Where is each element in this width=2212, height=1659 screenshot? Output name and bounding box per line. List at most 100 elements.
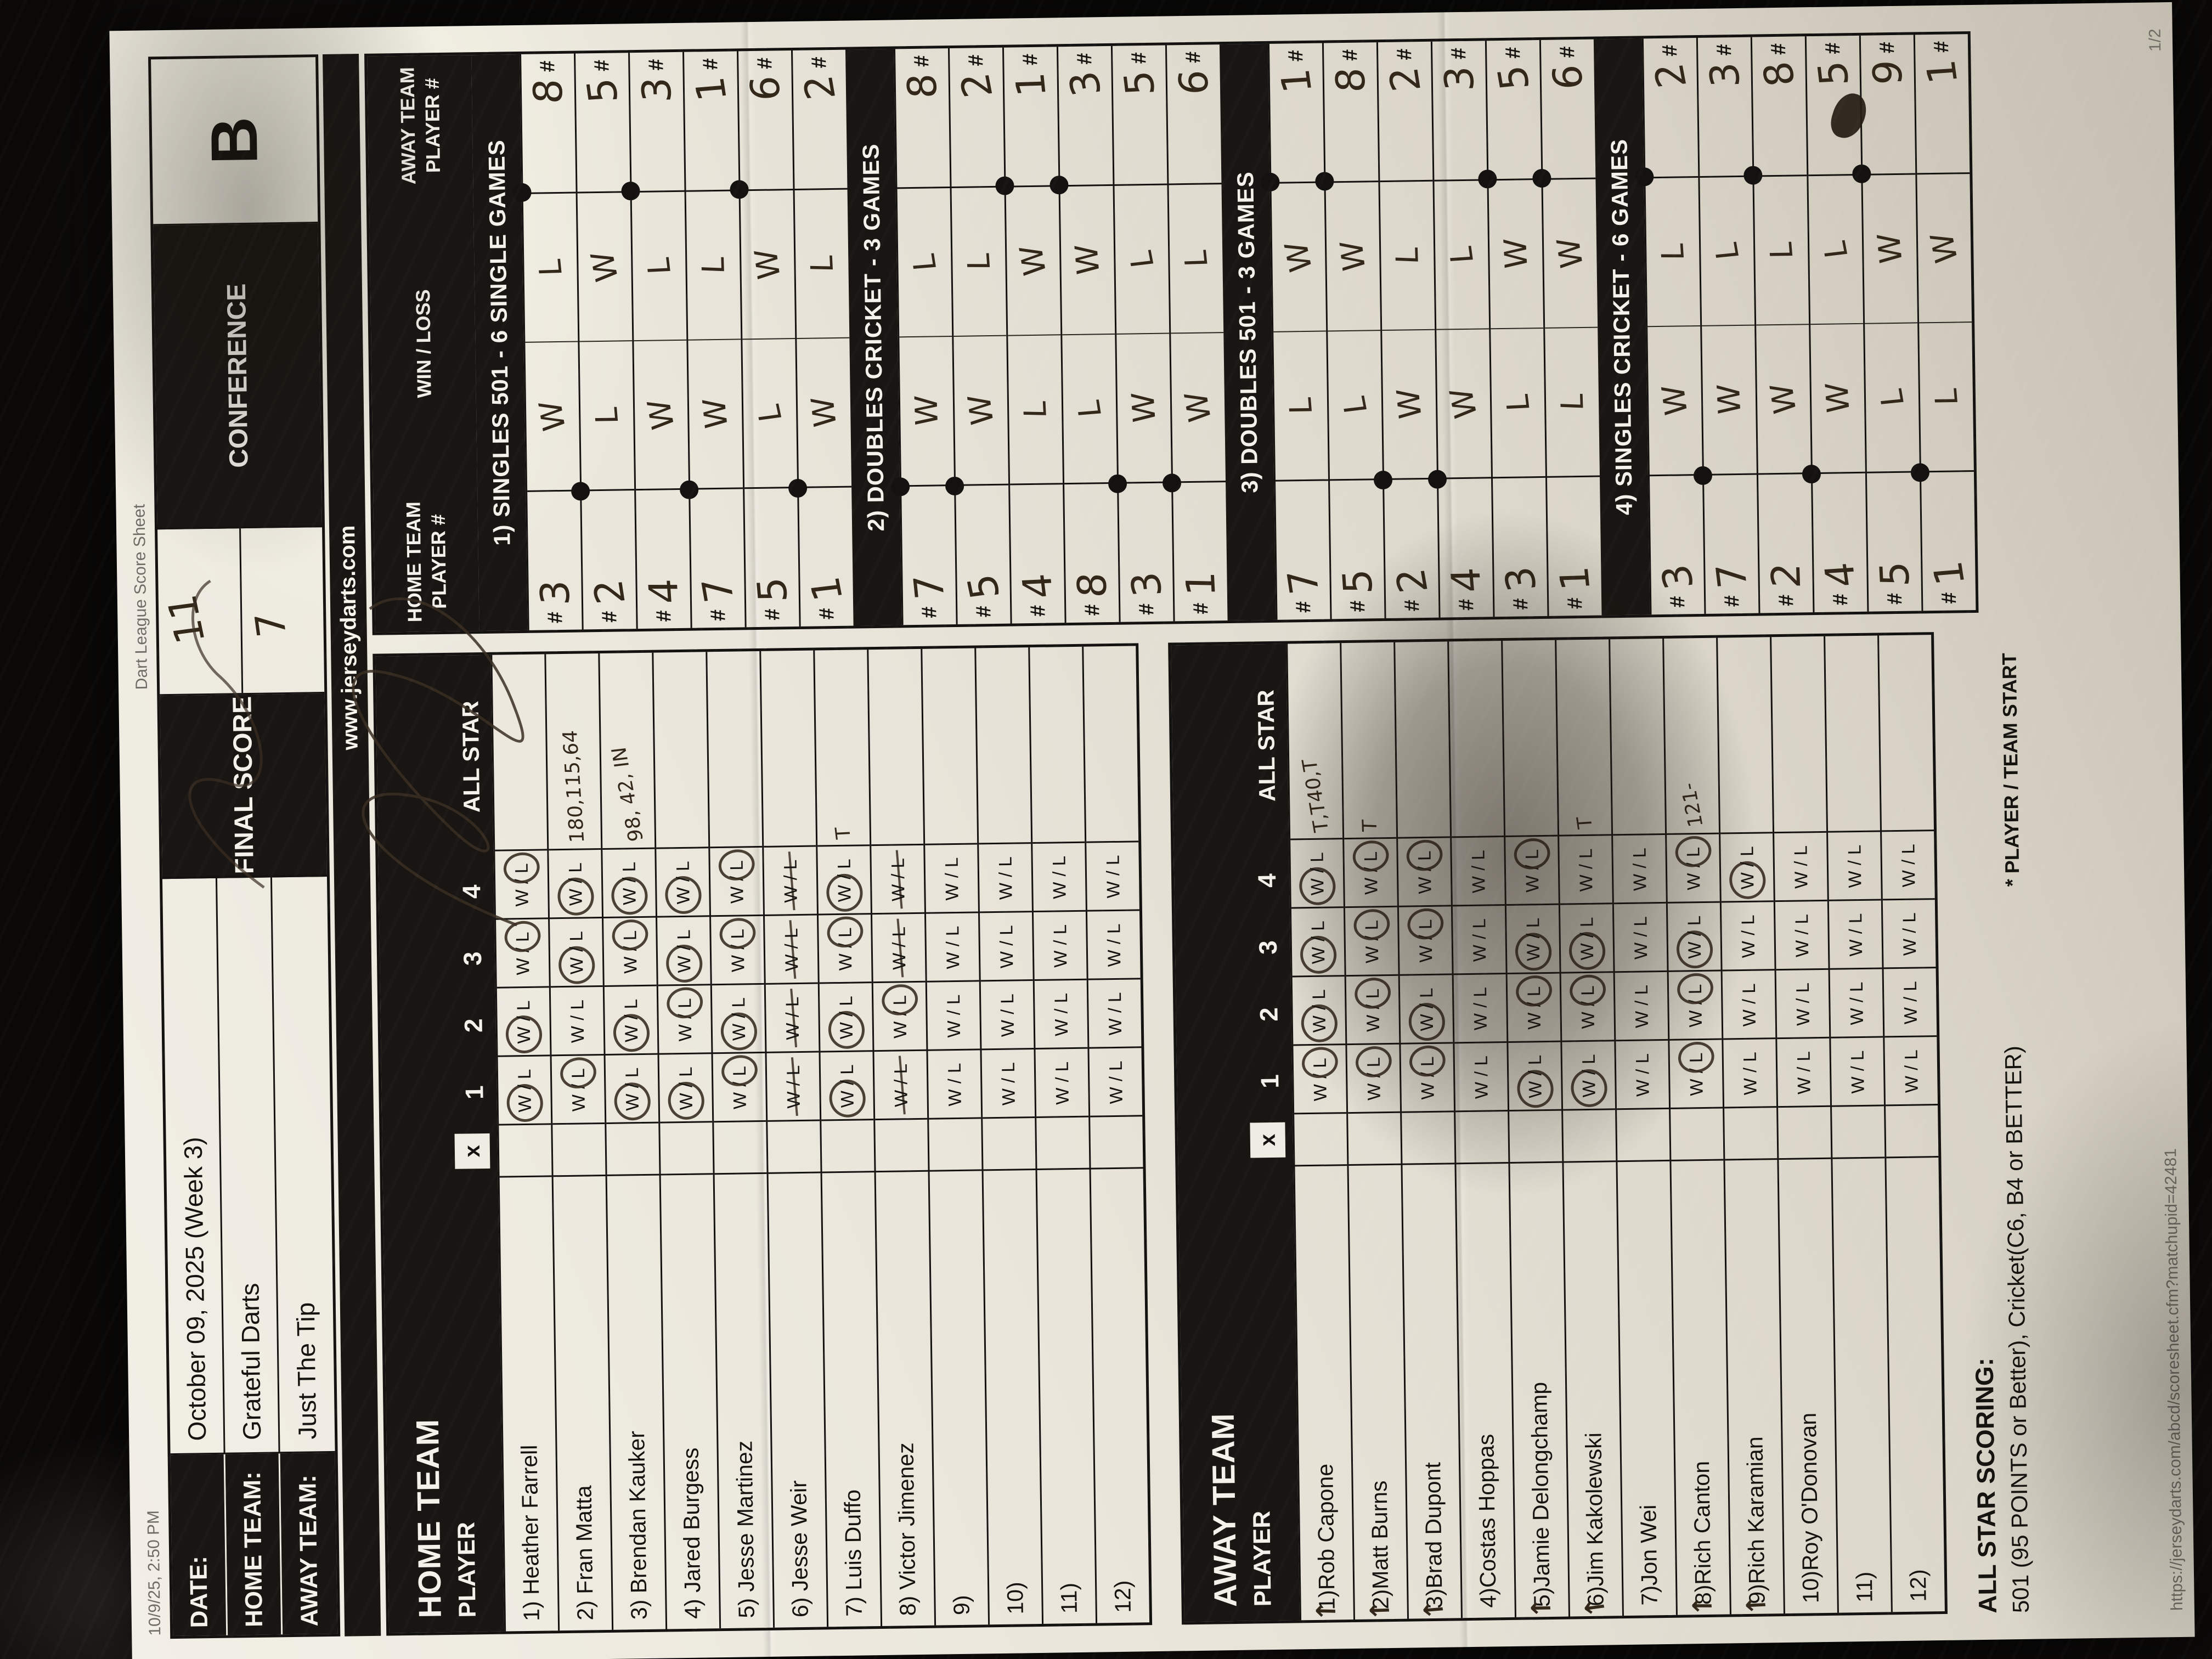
home-x-cell [660, 1121, 713, 1174]
wl-win-letter: W [1415, 944, 1436, 963]
wl-slash: / [887, 872, 908, 879]
home-result-letter: L [1872, 387, 1912, 408]
game-row: #5 L W 8 # [1315, 42, 1385, 619]
wl-win-letter: W [727, 1020, 751, 1043]
away-player-number-cell: 8 # [895, 48, 950, 189]
conference-label: CONFERENCE [153, 223, 323, 530]
wl-loss-letter: L [1630, 983, 1651, 995]
away-x-cell [1402, 1110, 1455, 1164]
wl-loss-letter: L [1898, 911, 1919, 923]
wl-win-letter: W [564, 885, 588, 909]
away-result-letter: W [1068, 244, 1107, 276]
wl-slash: / [1790, 860, 1811, 866]
home-player-number-cell: #7 [690, 487, 745, 628]
home-wl-cell: W / L [765, 982, 819, 1052]
wl-loss-letter: L [1362, 1054, 1385, 1070]
hash-glyph: # [807, 57, 831, 69]
wl-slash: / [566, 1014, 588, 1021]
home-result-cell: L [1491, 327, 1545, 477]
wl-loss-letter: L [727, 996, 748, 1008]
wl-loss-letter: L [673, 928, 694, 940]
away-result-cell: W [1315, 172, 1380, 330]
wl-slash: / [1306, 866, 1327, 873]
home-player-number: 7 [692, 575, 743, 605]
home-player-number: 1 [1177, 570, 1224, 597]
away-allstar-cell [1503, 640, 1558, 836]
away-player-number: 3 [1059, 68, 1111, 99]
home-player-name-text: 9) [949, 1595, 974, 1616]
away-wl-cell: W / L [1723, 1037, 1777, 1107]
away-wl-cell: W / L [1831, 1036, 1884, 1105]
away-result-letter: L [1122, 249, 1161, 270]
wl-win-letter: W [995, 881, 1016, 900]
wl-loss-letter: L [620, 997, 641, 1009]
main-area: HOME TEAM PLAYER x 1 2 3 4 ALL STAR 1) Heather F… [364, 31, 2034, 1636]
wl-win-letter: W [512, 956, 533, 975]
away-wl-cell: W / L [1613, 833, 1666, 903]
away-player-name: ↑ 3)Brad Dupont [1402, 1163, 1462, 1622]
home-result-cell: L [571, 340, 635, 501]
wl-win-letter: W [782, 1090, 804, 1109]
wl-loss-letter: L [514, 1068, 534, 1080]
home-wl-cell: W / L [764, 845, 817, 915]
home-player-name-text: 2) Fran Matta [571, 1485, 598, 1621]
home-wl-cell: W / L [551, 1053, 605, 1124]
wl-slash: / [1469, 1001, 1490, 1008]
home-player-number-cell: #3 [1492, 476, 1548, 617]
away-result-cell: L [1808, 176, 1863, 324]
home-game-col-header-2: 2 [459, 1018, 488, 1033]
x-column-header: x [1177, 1114, 1293, 1166]
away-wl-cell: W / L [1667, 901, 1721, 970]
home-player-number: 7 [1707, 562, 1757, 590]
home-player-name: 12) [1091, 1167, 1150, 1623]
wl-loss-letter: L [673, 995, 696, 1011]
wl-win-letter: W [513, 1092, 537, 1115]
away-wl-cell: W / L [1291, 906, 1345, 976]
wl-slash: / [1522, 932, 1543, 939]
game-row: #2 W L 2 # [1373, 41, 1439, 619]
wl-win-letter: W [567, 1024, 588, 1043]
wl-win-letter: W [780, 884, 801, 903]
start-dot [1315, 172, 1334, 191]
wl-win-letter: W [1847, 1075, 1868, 1094]
away-x-cell [1348, 1111, 1401, 1165]
game-row: #2 W L 8 # [1743, 36, 1813, 613]
wl-win-letter: W [1900, 1074, 1922, 1093]
home-wl-cell: W / L [1086, 840, 1139, 910]
away-result-letter: W [1333, 240, 1373, 273]
wl-loss-letter: L [1575, 847, 1596, 859]
home-result-cell: W [1108, 332, 1172, 494]
home-result-letter: W [1711, 384, 1748, 416]
home-table-title-cell: HOME TEAM PLAYER [383, 1176, 505, 1633]
home-wl-cell: W / L [871, 843, 924, 913]
away-player-name-text: 10)Roy O'Donovan [1795, 1412, 1824, 1604]
wl-loss-letter: L [1738, 982, 1759, 994]
wl-loss-letter: L [1468, 917, 1489, 929]
start-star-mark: ↑ [1577, 1594, 1613, 1621]
wl-loss-letter: L [1360, 917, 1383, 933]
wl-loss-letter: L [1049, 923, 1070, 935]
wl-win-letter: W [1102, 879, 1124, 899]
away-player-name-text: 8)Rich Canton [1689, 1460, 1716, 1605]
away-player-name-text: 5)Jamie Delongchamp [1526, 1381, 1555, 1607]
away-player-number-cell: 3 # [630, 52, 685, 193]
start-dot [730, 180, 749, 199]
home-player-number: 2 [584, 577, 635, 606]
wl-slash: / [1629, 862, 1650, 869]
game-row: #7 W L 8 # [890, 48, 956, 625]
home-player-number-cell: #7 [901, 484, 956, 625]
away-allstar-value: T [1358, 819, 1382, 833]
wl-loss-letter: L [1683, 914, 1704, 926]
wl-win-letter: W [565, 954, 588, 977]
game-row: #5 L W 9 # [1852, 35, 1922, 612]
home-wl-cell: W / L [1034, 978, 1088, 1048]
away-player-name-text: 6)Jim Kakolewski [1581, 1432, 1609, 1607]
wl-loss-letter: L [1632, 1052, 1652, 1064]
home-player-name: 6) Jesse Weir [768, 1171, 827, 1628]
wl-slash: / [890, 1078, 911, 1085]
home-player-name-text: 5) Jesse Martinez [731, 1440, 759, 1618]
home-result-cell: L [1910, 321, 1974, 482]
home-x-cell [768, 1119, 821, 1172]
away-player-name: ↑ 9)Rich Karamian [1725, 1158, 1784, 1617]
away-player-name-text: 4)Costas Hoppas [1473, 1434, 1501, 1608]
